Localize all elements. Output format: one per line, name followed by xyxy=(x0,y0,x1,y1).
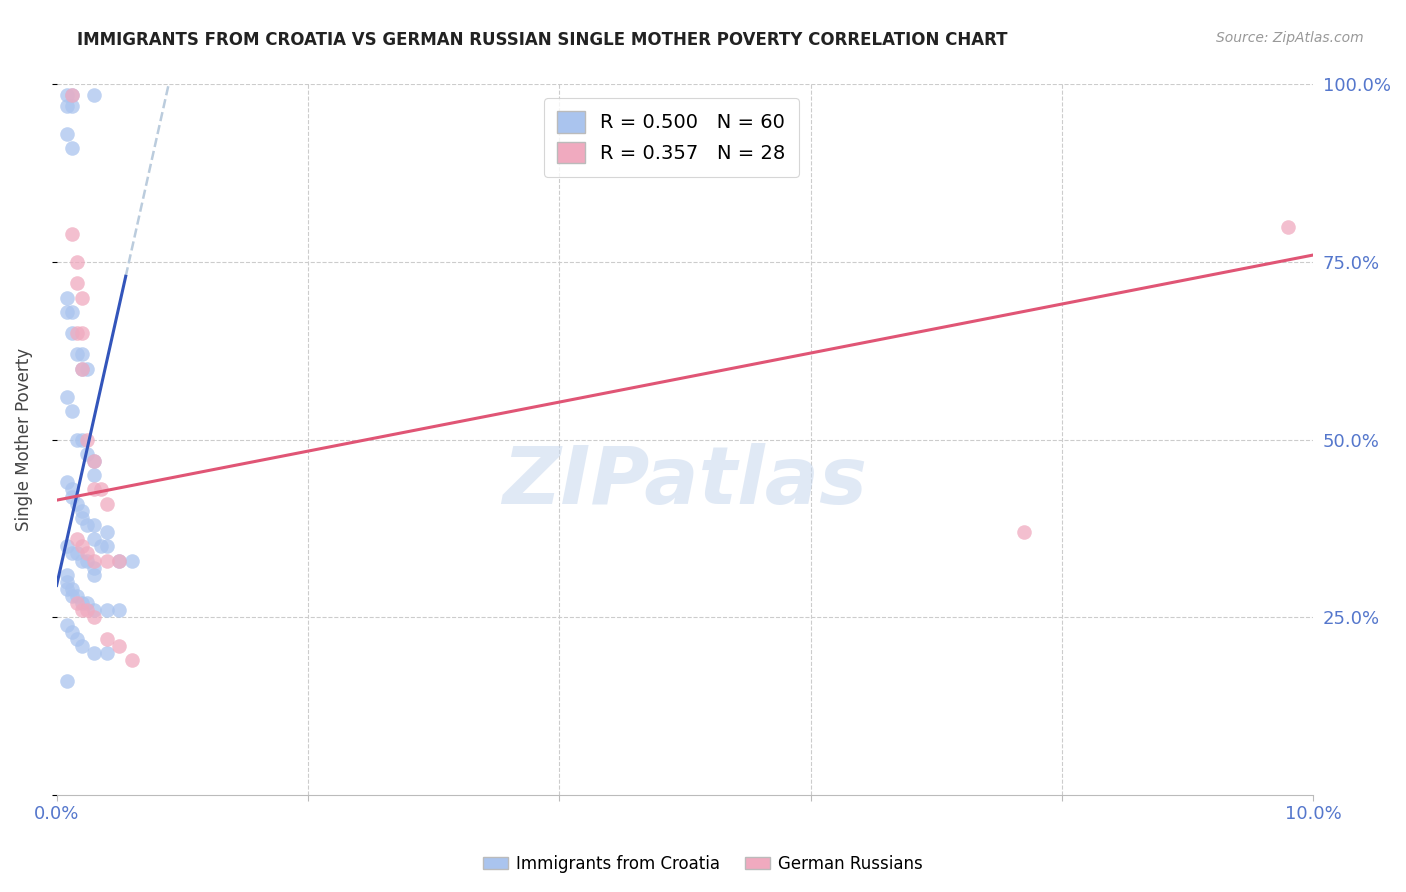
Point xyxy=(60,141,83,155)
Point xyxy=(76,546,98,560)
Point xyxy=(55,567,77,582)
Point xyxy=(55,574,77,589)
Point xyxy=(55,305,77,319)
Point xyxy=(70,347,93,361)
Point xyxy=(83,483,105,497)
Point xyxy=(60,227,83,241)
Point xyxy=(108,553,131,567)
Point xyxy=(83,567,105,582)
Legend: Immigrants from Croatia, German Russians: Immigrants from Croatia, German Russians xyxy=(477,848,929,880)
Point xyxy=(70,539,93,553)
Point xyxy=(90,483,112,497)
Point xyxy=(96,497,118,511)
Point xyxy=(76,596,98,610)
Point xyxy=(60,88,83,103)
Point xyxy=(55,291,77,305)
Point xyxy=(83,560,105,574)
Point xyxy=(70,361,93,376)
Point xyxy=(66,255,89,269)
Point xyxy=(60,305,83,319)
Point xyxy=(55,617,77,632)
Point xyxy=(83,603,105,617)
Point xyxy=(55,539,77,553)
Point xyxy=(83,468,105,483)
Point xyxy=(70,596,93,610)
Point xyxy=(60,404,83,418)
Y-axis label: Single Mother Poverty: Single Mother Poverty xyxy=(15,348,32,532)
Point xyxy=(70,639,93,653)
Point xyxy=(66,589,89,603)
Point xyxy=(76,447,98,461)
Point xyxy=(70,511,93,525)
Point xyxy=(66,277,89,291)
Text: ZIPatlas: ZIPatlas xyxy=(502,443,868,522)
Point xyxy=(76,433,98,447)
Point xyxy=(83,518,105,533)
Point xyxy=(83,610,105,624)
Point xyxy=(96,632,118,646)
Point xyxy=(108,603,131,617)
Point xyxy=(70,326,93,340)
Point xyxy=(60,582,83,596)
Point xyxy=(90,539,112,553)
Point xyxy=(55,674,77,689)
Point xyxy=(60,99,83,113)
Point xyxy=(108,639,131,653)
Point xyxy=(1012,525,1035,540)
Point xyxy=(70,603,93,617)
Point xyxy=(83,646,105,660)
Point xyxy=(60,624,83,639)
Point xyxy=(76,603,98,617)
Point xyxy=(70,361,93,376)
Point xyxy=(70,433,93,447)
Point xyxy=(83,454,105,468)
Point xyxy=(70,504,93,518)
Point xyxy=(83,88,105,103)
Point xyxy=(66,596,89,610)
Point xyxy=(55,475,77,490)
Point xyxy=(96,603,118,617)
Point xyxy=(55,127,77,141)
Point xyxy=(66,497,89,511)
Point xyxy=(76,553,98,567)
Point xyxy=(60,490,83,504)
Point xyxy=(55,88,77,103)
Point xyxy=(66,533,89,547)
Point xyxy=(60,546,83,560)
Point xyxy=(96,646,118,660)
Point xyxy=(83,454,105,468)
Point xyxy=(55,390,77,404)
Point xyxy=(55,582,77,596)
Point xyxy=(96,553,118,567)
Point xyxy=(66,347,89,361)
Point xyxy=(55,99,77,113)
Point xyxy=(70,291,93,305)
Point xyxy=(83,553,105,567)
Point xyxy=(60,483,83,497)
Point xyxy=(108,553,131,567)
Point xyxy=(66,632,89,646)
Point xyxy=(66,546,89,560)
Point xyxy=(70,553,93,567)
Point xyxy=(60,88,83,103)
Point xyxy=(1277,219,1299,234)
Point xyxy=(121,653,143,667)
Point xyxy=(121,553,143,567)
Point xyxy=(96,539,118,553)
Point xyxy=(96,525,118,540)
Text: Source: ZipAtlas.com: Source: ZipAtlas.com xyxy=(1216,31,1364,45)
Point xyxy=(66,326,89,340)
Legend: R = 0.500   N = 60, R = 0.357   N = 28: R = 0.500 N = 60, R = 0.357 N = 28 xyxy=(544,98,799,177)
Point xyxy=(76,361,98,376)
Point xyxy=(60,326,83,340)
Point xyxy=(83,533,105,547)
Point xyxy=(76,518,98,533)
Point xyxy=(60,589,83,603)
Text: IMMIGRANTS FROM CROATIA VS GERMAN RUSSIAN SINGLE MOTHER POVERTY CORRELATION CHAR: IMMIGRANTS FROM CROATIA VS GERMAN RUSSIA… xyxy=(77,31,1008,49)
Point xyxy=(66,433,89,447)
